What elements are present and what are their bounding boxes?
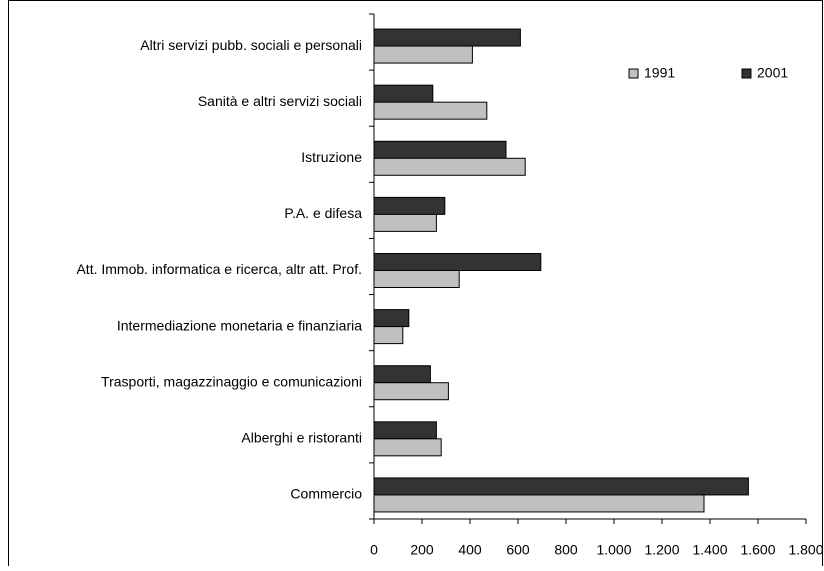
legend-label: 2001 [757, 65, 788, 81]
bar [373, 494, 705, 513]
bar [373, 326, 404, 345]
bar [373, 140, 507, 159]
bar [373, 477, 749, 496]
x-tick-label: 400 [458, 542, 482, 558]
category-label: Istruzione [301, 149, 362, 165]
bar [373, 157, 526, 176]
x-tick-label: 0 [370, 542, 378, 558]
x-tick-label: 1.200 [644, 542, 679, 558]
bar [373, 421, 437, 440]
legend-swatch [628, 68, 639, 79]
bar [373, 270, 460, 288]
bar [373, 213, 437, 232]
category-label: Att. Immob. informatica e ricerca, altr … [76, 261, 362, 277]
category-label: P.A. e difesa [284, 205, 362, 221]
x-tick-label: 800 [554, 542, 578, 558]
bar [373, 28, 521, 47]
x-tick-label: 1.800 [788, 542, 823, 558]
legend-label: 1991 [644, 65, 675, 81]
bar [373, 382, 449, 401]
x-tick-label: 600 [506, 542, 530, 558]
legend-swatch [741, 68, 752, 79]
x-tick-label: 1.400 [692, 542, 727, 558]
x-tick-label: 200 [410, 542, 434, 558]
category-label: Altri servizi pubb. sociali e personali [140, 37, 362, 53]
bar [373, 309, 410, 328]
category-label: Trasporti, magazzinaggio e comunicazioni [101, 373, 362, 389]
bar [373, 101, 488, 120]
bar [373, 196, 446, 215]
bar [373, 45, 473, 64]
bar [373, 438, 442, 457]
category-label: Intermediazione monetaria e finanziaria [117, 317, 362, 333]
bar [373, 365, 431, 384]
category-label: Sanità e altri servizi sociali [198, 93, 362, 109]
x-tick-label: 1.000 [596, 542, 631, 558]
bar [373, 84, 434, 103]
x-tick-label: 1.600 [740, 542, 775, 558]
category-label: Commercio [290, 486, 362, 502]
category-label: Alberghi e ristoranti [241, 430, 362, 446]
bar [373, 253, 542, 271]
